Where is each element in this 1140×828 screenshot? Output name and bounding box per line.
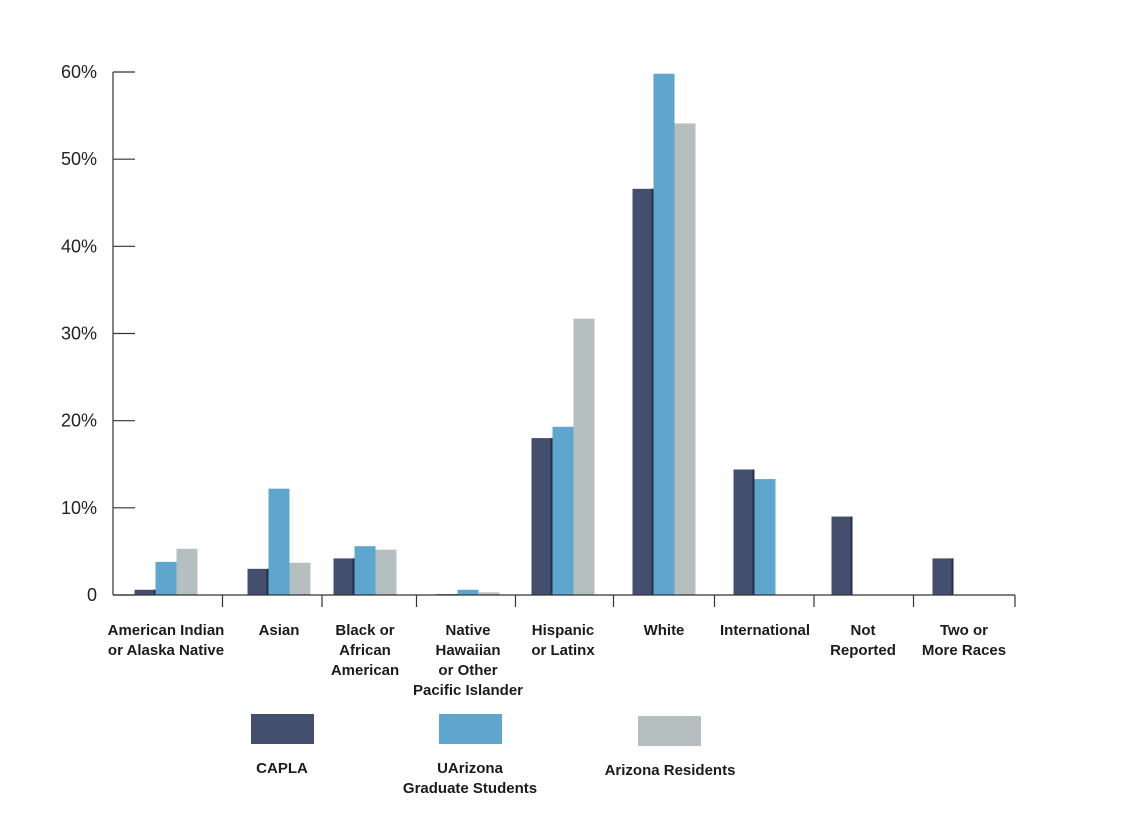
bar-arizona-residents-3 [478,592,500,595]
bar-capla-0 [134,589,156,595]
bar-arizona-residents-2 [375,549,397,595]
bar-arizona-residents-1 [289,562,311,595]
bar-capla-5 [632,188,654,595]
bar-edge-shadow [153,589,156,595]
bar-uarizona-graduate-students-5 [653,73,675,595]
bars [134,73,954,595]
x-category-label: White [644,622,685,639]
bar-uarizona-graduate-students-6 [754,479,776,595]
bar-uarizona-graduate-students-1 [268,488,290,595]
bar-capla-6 [733,469,755,595]
bar-uarizona-graduate-students-4 [552,426,574,595]
legend-label: UArizona Graduate Students [403,760,537,797]
x-axis: American Indian or Alaska Native Asian Blac… [108,594,1016,699]
legend-label: CAPLA [256,760,308,777]
bar-uarizona-graduate-students-2 [354,546,376,595]
x-category-label: Not Reported [830,622,896,659]
y-tick-label: 40% [61,236,97,256]
bar-capla-7 [831,516,853,595]
bar-edge-shadow [850,516,853,595]
legend: CAPLA UArizona Graduate Students Arizona Re… [251,714,735,797]
bar-uarizona-graduate-students-0 [155,561,177,595]
x-category-label: Two or More Races [922,622,1006,659]
bar-capla-4 [531,438,553,595]
bar-edge-shadow [266,568,269,595]
y-tick-label: 0 [87,585,97,605]
bar-arizona-residents-4 [573,318,595,595]
bar-capla-1 [247,568,269,595]
bar-edge-shadow [951,558,954,595]
x-category-label: International [720,622,810,639]
legend-label: Arizona Residents [605,762,736,779]
legend-swatch [439,714,502,744]
bar-uarizona-graduate-students-3 [457,589,479,595]
y-tick-label: 20% [61,411,97,431]
y-tick-label: 60% [61,62,97,82]
bar-capla-8 [932,558,954,595]
bar-arizona-residents-5 [674,123,696,595]
legend-swatch [638,716,701,746]
bar-arizona-residents-0 [176,548,198,595]
legend-swatch [251,714,314,744]
y-tick-label: 50% [61,149,97,169]
bar-edge-shadow [352,558,355,595]
y-axis: 0 10% 20% 30% 40% 50% 60% [61,62,135,605]
x-category-label: Asian [259,622,300,639]
y-tick-label: 30% [61,324,97,344]
x-category-label: American Indian or Alaska Native [108,622,225,659]
bar-edge-shadow [550,438,553,595]
y-tick-label: 10% [61,498,97,518]
bar-edge-shadow [651,188,654,595]
x-category-label: Native Hawaiian or Other Pacific Islander [413,622,523,699]
bar-capla-2 [333,558,355,595]
bar-edge-shadow [752,469,755,595]
x-category-label: Hispanic or Latinx [531,622,595,659]
x-category-label: Black or African American [331,622,399,679]
